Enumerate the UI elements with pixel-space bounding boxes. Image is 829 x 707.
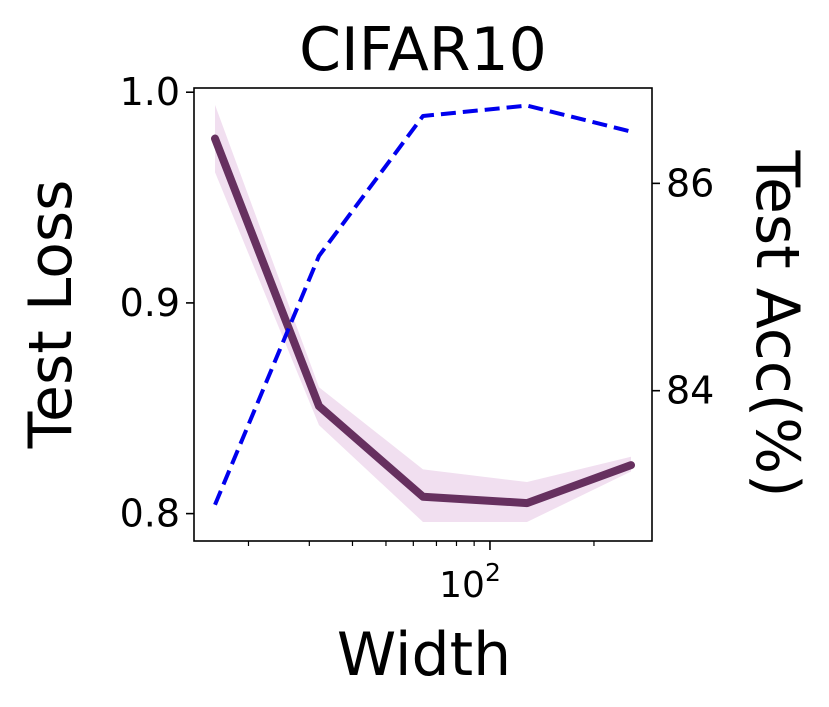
- x-axis-label: Width: [337, 620, 511, 690]
- chart-title: CIFAR10: [299, 15, 547, 85]
- test-loss-line: [211, 134, 635, 508]
- y-tick-label-left: 1.0: [120, 70, 180, 114]
- test-acc-line: [213, 103, 632, 506]
- y-axis-label-right: Test Acc(%): [742, 149, 812, 497]
- plot-frame: [193, 87, 653, 542]
- x-tick-label: 102: [439, 558, 501, 606]
- y-tick-label-right: 86: [666, 161, 714, 205]
- x-tick-exponent: 2: [485, 558, 501, 587]
- y-tick-label-left: 0.9: [120, 281, 180, 325]
- y-tick-label-left: 0.8: [120, 492, 180, 536]
- y-tick-label-right: 84: [666, 369, 714, 413]
- loss-confidence-band: [215, 104, 631, 523]
- tick-layer: 0.8 0.9 1.0 84 86: [120, 70, 714, 550]
- loss-band-area: [215, 104, 631, 523]
- x-tick-base: 10: [439, 565, 485, 606]
- y-axis-label-left: Test Loss: [16, 180, 86, 450]
- series-layer: [211, 103, 635, 508]
